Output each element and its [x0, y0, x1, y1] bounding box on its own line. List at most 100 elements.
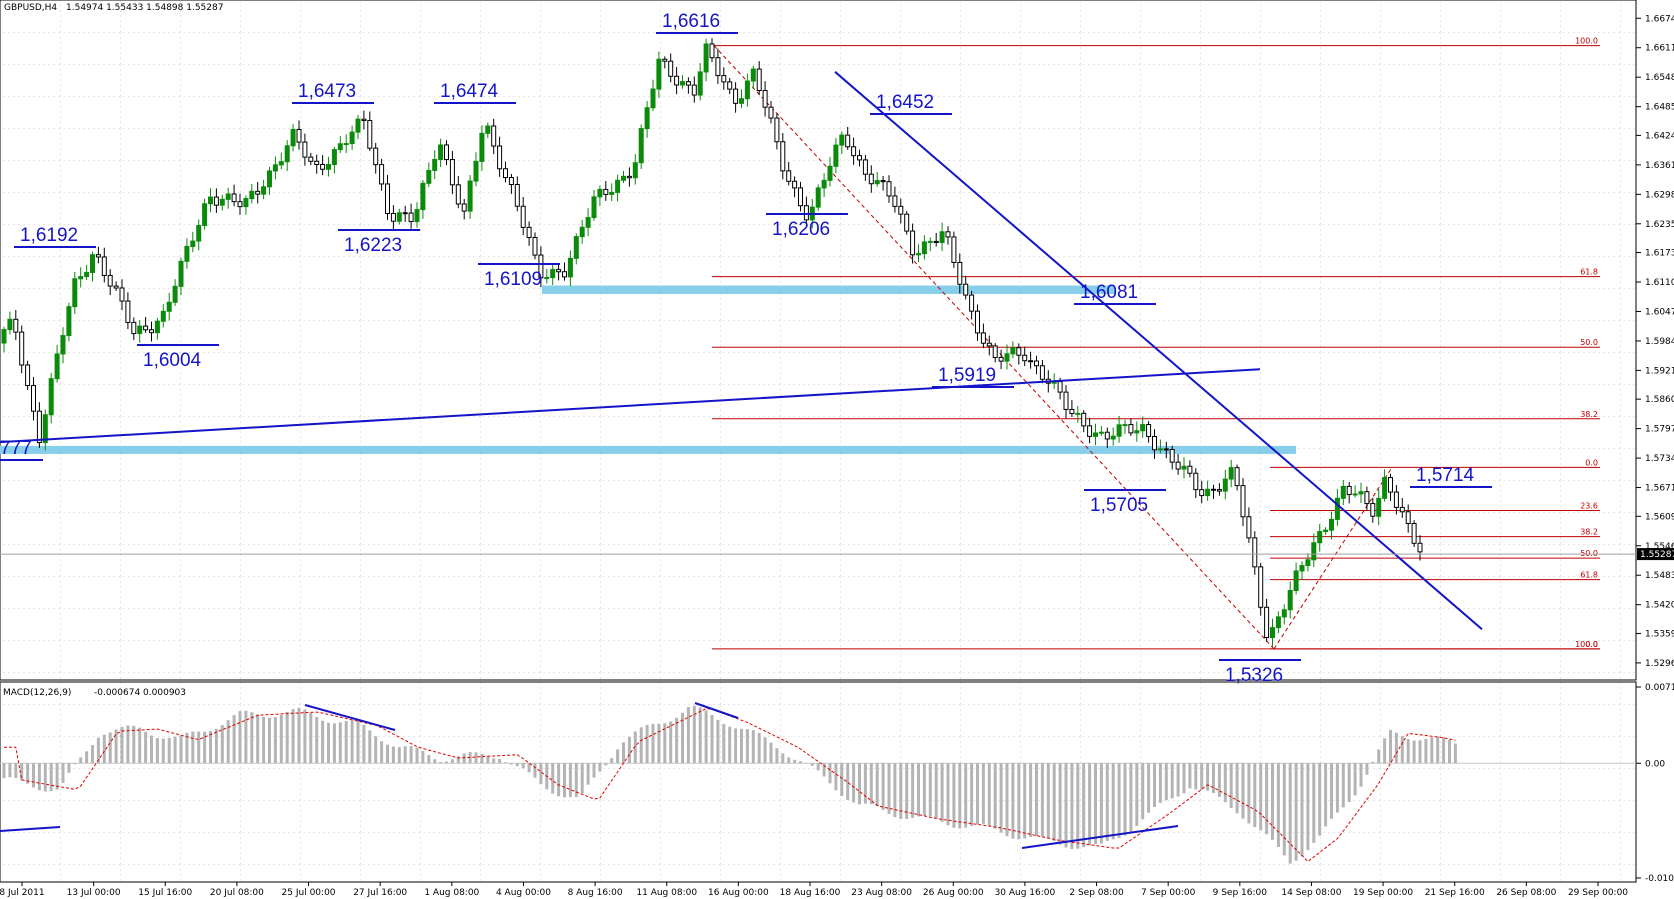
candle-body [72, 278, 78, 308]
candle-body [1122, 424, 1128, 427]
candle-body [821, 179, 827, 189]
candle-body [1270, 627, 1275, 638]
price-tick-label: 1.58600 [1645, 395, 1674, 405]
time-tick-label: 4 Aug 00:00 [496, 888, 551, 898]
candle-body [1275, 616, 1281, 629]
price-level-label: 1,6004 [143, 350, 202, 371]
price-tick-label: 1.55465 [1645, 542, 1674, 552]
candle-body [1098, 431, 1104, 434]
candle-body [1022, 354, 1028, 362]
candle-body [1287, 590, 1293, 611]
time-tick-label: 7 Sep 00:00 [1141, 888, 1196, 898]
candle-body [1028, 360, 1034, 363]
candle-body [851, 146, 857, 157]
candle-body [857, 155, 862, 161]
candle-body [963, 283, 969, 296]
candle-body [886, 181, 892, 197]
candle-body [160, 310, 166, 322]
time-tick-label: 13 Jul 00:00 [67, 888, 121, 898]
candle-body [1334, 497, 1340, 520]
candle-body [544, 277, 550, 280]
candle-body [1110, 435, 1116, 440]
time-tick-label: 27 Jul 16:00 [353, 888, 407, 898]
macd-tick-label: 0.007139 [1645, 683, 1674, 693]
time-tick-label: 21 Sep 16:00 [1425, 888, 1485, 898]
price-level-label: 1,6223 [344, 235, 402, 256]
candle-body [597, 188, 603, 198]
candle-body [1087, 425, 1093, 437]
candle-body [621, 175, 626, 181]
candle-body [1399, 506, 1405, 513]
candle-body [385, 183, 390, 215]
candle-body [1140, 424, 1146, 432]
time-tick-label: 15 Jul 16:00 [138, 888, 192, 898]
time-tick-label: 9 Sep 16:00 [1213, 888, 1268, 898]
candle-body [792, 180, 798, 189]
candle-body [1016, 347, 1022, 356]
candle-body [101, 256, 107, 276]
candle-body [272, 164, 278, 172]
candle-body [1157, 448, 1163, 451]
trend-line [834, 71, 1483, 630]
candle-body [379, 164, 385, 185]
candle-body [980, 332, 986, 344]
candle-body [1388, 477, 1393, 493]
candle-body [1317, 531, 1323, 544]
candle-body [721, 75, 727, 83]
candle-body [1116, 424, 1122, 437]
candle-body [1181, 465, 1187, 470]
time-tick-label: 1 Aug 08:00 [424, 888, 479, 898]
candle-body [939, 231, 945, 243]
candle-body [1417, 542, 1423, 553]
candle-body [202, 203, 208, 226]
candle-body [426, 169, 432, 184]
candle-body [1393, 491, 1399, 508]
candle-body [703, 43, 709, 73]
candle-body [361, 118, 367, 121]
candle-body [95, 254, 101, 258]
candle-body [992, 345, 998, 358]
price-tick-label: 1.60475 [1645, 307, 1674, 317]
price-level-label: 1,6206 [772, 219, 830, 240]
price-level-label: 1,6109 [484, 269, 542, 290]
candle-body [314, 160, 320, 165]
candle-body [733, 88, 739, 104]
candle-body [520, 205, 526, 228]
candle-body [827, 165, 833, 181]
candle-body [414, 209, 420, 223]
candle-body [1346, 485, 1352, 495]
candle-body [1063, 391, 1069, 410]
price-tick-label: 1.63610 [1645, 161, 1674, 171]
fib-level-label: 38.2 [1580, 528, 1598, 537]
candle-body [697, 71, 703, 96]
candle-body [644, 107, 650, 130]
price-level-label: 1,6474 [440, 81, 499, 102]
price-tick-label: 1.59215 [1645, 366, 1674, 376]
fib-level-label: 50.0 [1580, 338, 1598, 347]
candle-body [945, 231, 951, 238]
candle-body [302, 141, 308, 158]
candle-body [1205, 488, 1211, 497]
candle-body [1199, 489, 1205, 497]
macd-tick-label: -0.010741 [1645, 874, 1674, 884]
candle-body [1305, 559, 1311, 567]
candle-body [951, 236, 957, 263]
price-level-label: 1,5326 [1225, 665, 1283, 686]
candle-body [438, 144, 444, 160]
candle-body [514, 184, 520, 207]
candle-body [567, 257, 573, 278]
price-level-label: 1,6081 [1080, 282, 1138, 303]
candle-body [54, 353, 60, 380]
candle-body [1234, 467, 1240, 487]
candle-body [25, 364, 31, 387]
candle-body [1323, 529, 1329, 533]
candle-body [550, 269, 556, 279]
candle-body [609, 191, 615, 195]
macd-header: MACD(12,26,9) [3, 688, 71, 698]
trend-line [694, 702, 739, 719]
time-tick-label: 26 Sep 08:00 [1496, 888, 1556, 898]
candle-body [19, 331, 25, 366]
candle-body [998, 356, 1004, 362]
candle-body [1010, 347, 1016, 355]
